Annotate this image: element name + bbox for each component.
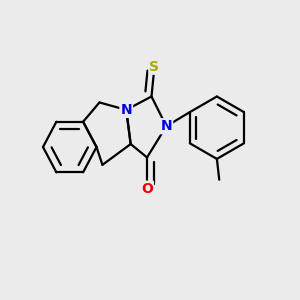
Text: O: O [141, 182, 153, 196]
Text: N: N [160, 119, 172, 133]
Text: N: N [120, 103, 132, 117]
Text: S: S [149, 60, 160, 74]
